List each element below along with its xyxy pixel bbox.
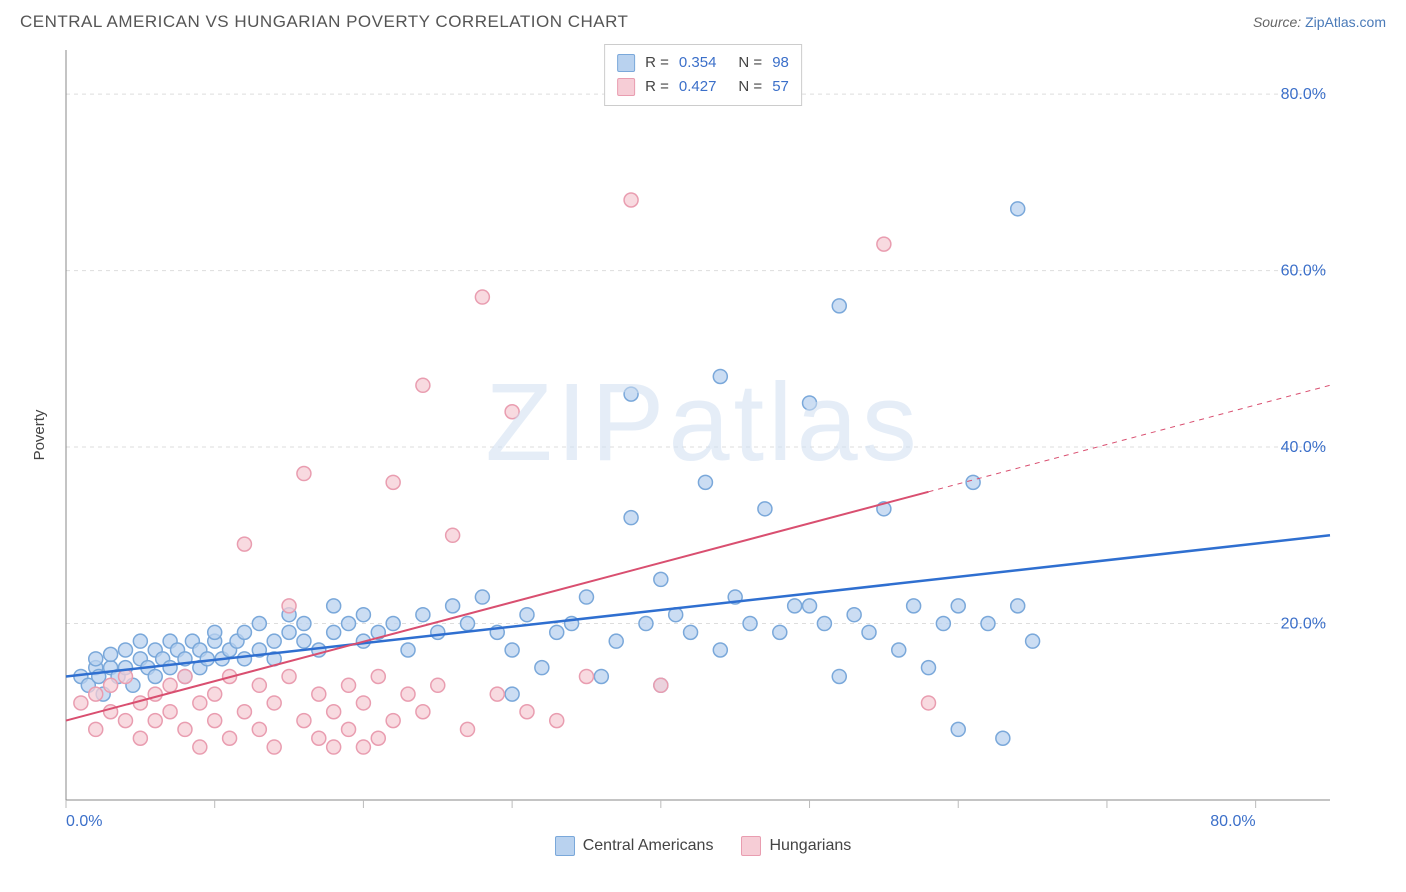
legend-swatch xyxy=(617,78,635,96)
y-axis-label: Poverty xyxy=(31,410,48,461)
r-value: 0.354 xyxy=(679,51,717,75)
svg-text:20.0%: 20.0% xyxy=(1281,616,1326,633)
svg-text:0.0%: 0.0% xyxy=(66,813,102,830)
n-value: 57 xyxy=(772,75,789,99)
legend-swatch xyxy=(555,836,575,856)
source-label: Source: xyxy=(1253,14,1301,30)
scatter-chart: 0.0% 80.0% 20.0% 40.0% 60.0% 80.0% xyxy=(20,40,1386,830)
svg-text:80.0%: 80.0% xyxy=(1210,813,1255,830)
legend-item[interactable]: Hungarians xyxy=(741,836,851,856)
n-label: N = xyxy=(738,51,762,75)
legend-swatch xyxy=(617,54,635,72)
svg-text:80.0%: 80.0% xyxy=(1281,86,1326,103)
legend-swatch xyxy=(741,836,761,856)
n-value: 98 xyxy=(772,51,789,75)
n-label: N = xyxy=(738,75,762,99)
chart-header: CENTRAL AMERICAN VS HUNGARIAN POVERTY CO… xyxy=(0,0,1406,40)
r-label: R = xyxy=(645,75,669,99)
statistics-legend: R = 0.354 N = 98 R = 0.427 N = 57 xyxy=(604,44,802,106)
chart-title: CENTRAL AMERICAN VS HUNGARIAN POVERTY CO… xyxy=(20,12,628,32)
series-legend: Central Americans Hungarians xyxy=(0,830,1406,861)
legend-label: Hungarians xyxy=(769,837,851,855)
svg-text:60.0%: 60.0% xyxy=(1281,263,1326,280)
chart-area: Poverty ZIPatlas 0.0%80.0%20.0%40.0%60.0… xyxy=(20,40,1386,830)
source-link[interactable]: ZipAtlas.com xyxy=(1305,14,1386,30)
source-attribution: Source: ZipAtlas.com xyxy=(1253,14,1386,30)
legend-stat-row: R = 0.427 N = 57 xyxy=(617,75,789,99)
legend-label: Central Americans xyxy=(583,837,714,855)
r-value: 0.427 xyxy=(679,75,717,99)
legend-stat-row: R = 0.354 N = 98 xyxy=(617,51,789,75)
svg-text:40.0%: 40.0% xyxy=(1281,439,1326,456)
legend-item[interactable]: Central Americans xyxy=(555,836,714,856)
r-label: R = xyxy=(645,51,669,75)
